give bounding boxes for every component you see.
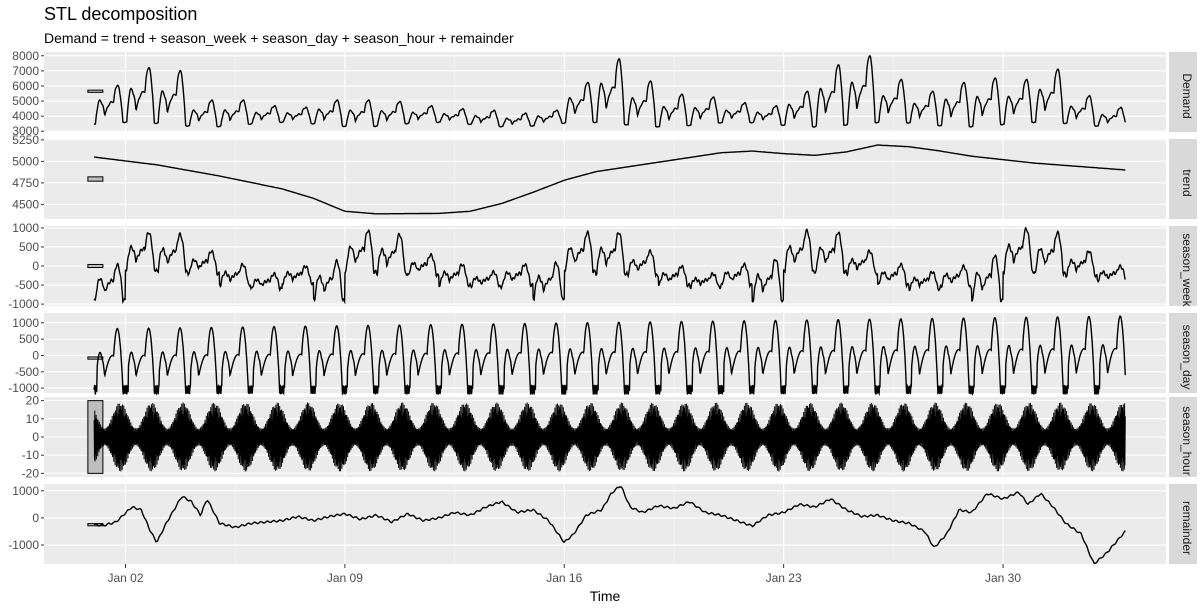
facet-strip bbox=[1169, 484, 1197, 564]
y-tick-label: 3000 bbox=[12, 124, 39, 138]
facet-strip-label: season_week bbox=[1180, 233, 1194, 307]
y-tick-label: -1000 bbox=[8, 538, 39, 552]
y-tick-label: -1000 bbox=[8, 297, 39, 311]
facet-strip-label: trend bbox=[1180, 169, 1194, 196]
y-tick-label: 6000 bbox=[12, 79, 39, 93]
panel-background bbox=[44, 313, 1166, 393]
x-axis-title: Time bbox=[590, 588, 621, 604]
y-tick-label: 0 bbox=[32, 348, 39, 362]
series-line-season_week bbox=[93, 226, 1126, 305]
chart-title: STL decomposition bbox=[44, 4, 198, 24]
chart-subtitle: Demand = trend + season_week + season_da… bbox=[44, 30, 514, 46]
series-line-trend bbox=[94, 144, 1126, 215]
y-tick-label: 1000 bbox=[12, 221, 39, 235]
y-tick-label: 5000 bbox=[12, 94, 39, 108]
facet-strip bbox=[1169, 139, 1197, 219]
y-tick-label: -10 bbox=[22, 448, 40, 462]
facet-strip bbox=[1169, 52, 1197, 132]
facet-strip-label: remainder bbox=[1180, 501, 1194, 555]
y-tick-label: 0 bbox=[32, 430, 39, 444]
y-tick-label: 0 bbox=[32, 259, 39, 273]
y-tick-label: 1000 bbox=[12, 316, 39, 330]
scale-bar bbox=[87, 176, 104, 182]
y-tick-label: 8000 bbox=[12, 49, 39, 63]
series-line-Demand bbox=[93, 55, 1126, 128]
scale-bar bbox=[87, 263, 104, 269]
y-tick-label: 10 bbox=[26, 412, 40, 426]
y-tick-label: 20 bbox=[26, 394, 40, 408]
y-tick-label: -20 bbox=[22, 466, 40, 480]
panel-background bbox=[44, 139, 1166, 219]
scale-bar bbox=[87, 356, 104, 360]
y-tick-label: 500 bbox=[19, 332, 39, 346]
y-tick-label: 5250 bbox=[12, 133, 39, 147]
y-tick-label: -500 bbox=[15, 278, 39, 292]
series-line-season_hour bbox=[93, 402, 1126, 472]
y-tick-label: 0 bbox=[32, 511, 39, 525]
scale-bar bbox=[87, 89, 104, 93]
x-tick-label: Jan 09 bbox=[327, 571, 363, 585]
y-tick-label: 1000 bbox=[12, 484, 39, 498]
y-tick-label: 4000 bbox=[12, 109, 39, 123]
series-line-remainder bbox=[93, 486, 1126, 565]
facet-strip-label: season_day bbox=[1180, 325, 1194, 390]
facet-strip bbox=[1169, 226, 1197, 306]
x-tick-label: Jan 16 bbox=[546, 571, 582, 585]
x-tick-label: Jan 02 bbox=[107, 571, 143, 585]
y-tick-label: -1000 bbox=[8, 381, 39, 395]
y-tick-label: 4500 bbox=[12, 197, 39, 211]
facet-strip-label: season_hour bbox=[1180, 406, 1194, 475]
y-tick-label: 5000 bbox=[12, 154, 39, 168]
panel-background bbox=[44, 484, 1166, 564]
y-tick-label: 500 bbox=[19, 240, 39, 254]
facet-strip-label: Demand bbox=[1180, 73, 1194, 118]
facet-strip bbox=[1169, 397, 1197, 477]
facet-strip bbox=[1169, 313, 1197, 393]
series-line-season_day bbox=[93, 315, 1126, 396]
y-tick-label: 4750 bbox=[12, 176, 39, 190]
x-tick-label: Jan 30 bbox=[985, 571, 1021, 585]
x-tick-label: Jan 23 bbox=[766, 571, 802, 585]
y-tick-label: -500 bbox=[15, 365, 39, 379]
y-tick-label: 7000 bbox=[12, 64, 39, 78]
